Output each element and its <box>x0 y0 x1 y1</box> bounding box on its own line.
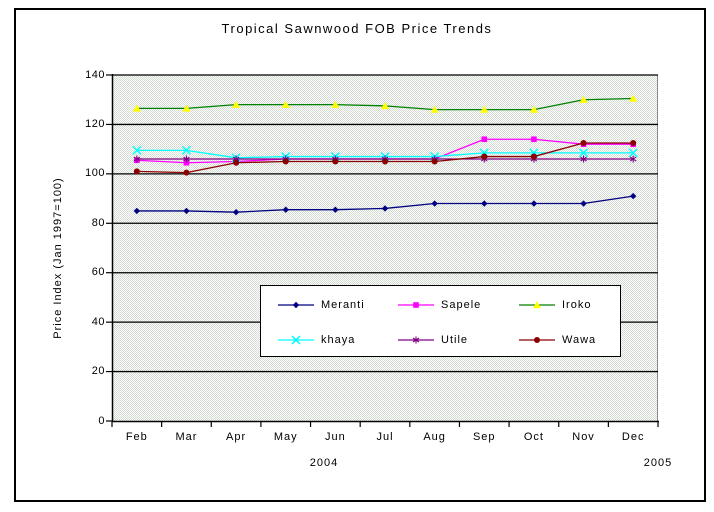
legend-box: Meranti Sapele Iroko khaya Utile Wawa <box>260 285 621 357</box>
legend-swatch-meranti <box>278 301 314 309</box>
legend-swatch-wawa <box>519 337 555 343</box>
legend-label-utile: Utile <box>441 334 469 346</box>
plot-area <box>112 75 658 421</box>
x-tick-label-sep: Sep <box>472 431 496 443</box>
legend-label-wawa: Wawa <box>562 334 597 346</box>
legend-label-meranti: Meranti <box>321 299 365 311</box>
x-tick-label-apr: Apr <box>226 431 247 443</box>
x-tick-label-jul: Jul <box>376 431 394 443</box>
legend-swatch-utile <box>398 336 434 344</box>
y-tick-label-140: 140 <box>85 68 105 81</box>
year-label-2004: 2004 <box>309 457 339 469</box>
legend-item-utile: Utile <box>398 330 468 350</box>
x-tick-label-feb: Feb <box>125 431 148 443</box>
legend-item-khaya: khaya <box>278 330 355 350</box>
legend-swatch-iroko <box>519 301 555 309</box>
legend-item-wawa: Wawa <box>519 330 596 350</box>
x-tick-label-jun: Jun <box>324 431 346 443</box>
x-tick-label-may: May <box>273 431 298 443</box>
year-label-2005: 2005 <box>643 457 673 469</box>
y-tick-label-120: 120 <box>85 117 105 130</box>
legend-label-sapele: Sapele <box>441 299 482 311</box>
y-tick-label-80: 80 <box>91 216 105 229</box>
y-axis-title: Price Index (Jan 1997=100) <box>52 177 64 339</box>
legend-item-iroko: Iroko <box>519 295 591 315</box>
x-tick-label-oct: Oct <box>523 431 544 443</box>
legend-item-meranti: Meranti <box>278 295 365 315</box>
legend-swatch-sapele <box>398 302 434 308</box>
y-tick-label-40: 40 <box>91 315 105 328</box>
legend-swatch-khaya <box>278 335 314 345</box>
x-tick-label-aug: Aug <box>423 431 446 443</box>
chart-title: Tropical Sawnwood FOB Price Trends <box>221 21 493 36</box>
legend-label-khaya: khaya <box>321 334 356 346</box>
x-tick-label-dec: Dec <box>621 431 645 443</box>
legend-item-sapele: Sapele <box>398 295 481 315</box>
y-tick-label-20: 20 <box>91 365 105 378</box>
y-tick-label-60: 60 <box>91 266 105 279</box>
x-tick-label-nov: Nov <box>572 431 595 443</box>
x-tick-label-mar: Mar <box>175 431 198 443</box>
y-tick-label-100: 100 <box>85 167 105 180</box>
y-tick-label-0: 0 <box>98 414 105 427</box>
legend-label-iroko: Iroko <box>562 299 592 311</box>
